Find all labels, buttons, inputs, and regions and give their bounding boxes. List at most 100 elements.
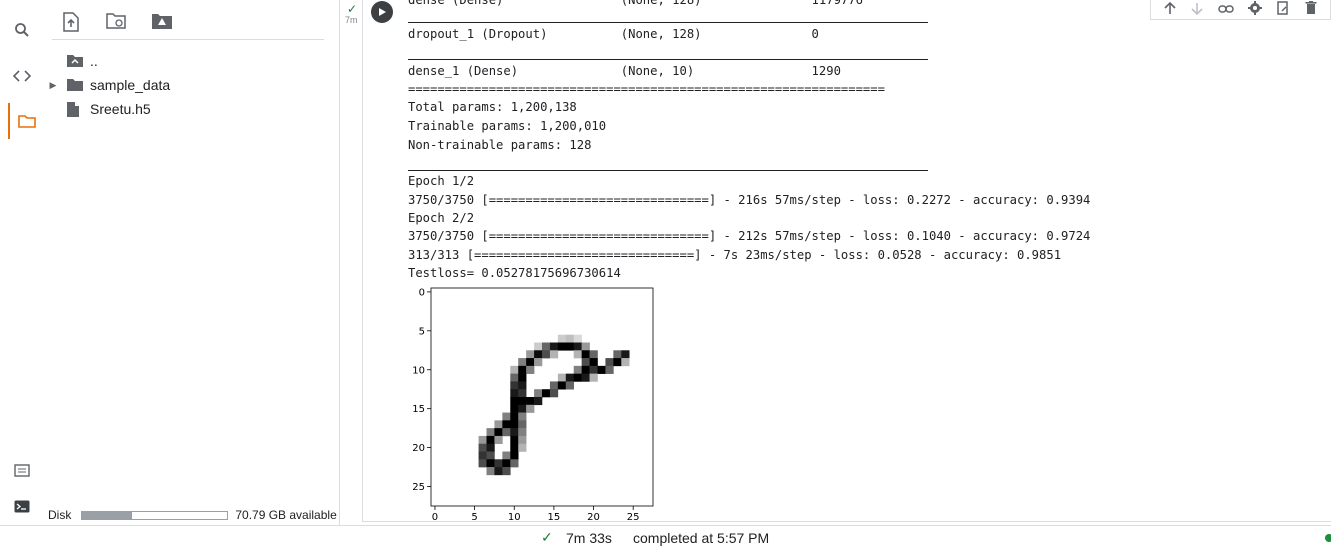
heatmap-cell <box>494 467 503 476</box>
output-line: Epoch 2/2 <box>408 211 475 225</box>
y-tick-label: 25 <box>412 482 425 493</box>
heatmap-cell <box>510 397 519 406</box>
heatmap-cell <box>486 435 495 445</box>
heatmap-cell <box>502 420 511 429</box>
heatmap-cell <box>502 451 511 460</box>
heatmap-cell <box>494 435 503 445</box>
heatmap-cell <box>542 389 551 398</box>
heatmap-cell <box>557 381 567 390</box>
y-tick-label: 15 <box>412 404 425 415</box>
check-icon: ✓ <box>541 529 553 545</box>
file-toolbar <box>52 8 324 40</box>
completion-message: completed at 5:57 PM <box>633 530 770 546</box>
heatmap-chart: 0 5 10 15 20 25 0 5 10 15 20 25 <box>412 287 654 523</box>
x-tick-label: 10 <box>508 512 521 523</box>
elapsed-time: 7m 33s <box>566 530 612 546</box>
mount-drive-icon[interactable] <box>151 12 173 34</box>
heatmap-cell <box>565 373 575 382</box>
heatmap-cell <box>581 350 590 359</box>
heatmap-cell <box>502 467 511 476</box>
output-line: dropout_1 (Dropout) (None, 128) 0 <box>408 27 819 41</box>
code-cell-output <box>362 0 1331 522</box>
heatmap-cell <box>589 358 598 367</box>
heatmap-cell <box>565 334 575 343</box>
heatmap-cell <box>589 350 598 359</box>
settings-icon[interactable] <box>1248 1 1263 18</box>
heatmap-cell <box>518 404 527 413</box>
heatmap-cell <box>510 420 519 429</box>
heatmap-cell <box>478 451 487 460</box>
output-line: Testloss= 0.05278175696730614 <box>408 266 621 280</box>
run-cell-button[interactable] <box>371 1 393 23</box>
mirror-cell-icon[interactable] <box>1277 0 1290 19</box>
delete-icon[interactable] <box>1305 1 1317 18</box>
x-tick-label: 15 <box>548 512 561 523</box>
search-icon[interactable] <box>0 12 44 48</box>
heatmap-cell <box>613 350 622 359</box>
heatmap-cell <box>557 342 567 351</box>
heatmap-cell <box>510 365 519 374</box>
move-up-icon[interactable] <box>1164 1 1176 18</box>
heatmap-cell <box>605 365 614 374</box>
heatmap-cell <box>534 350 543 359</box>
disk-usage-fill <box>82 511 132 519</box>
y-tick-label: 10 <box>412 365 425 376</box>
heatmap-cell <box>581 365 590 374</box>
folder-up-icon <box>66 54 90 68</box>
heatmap-cell <box>518 389 527 398</box>
disk-usage-bar <box>81 510 229 520</box>
output-line: dense_1 (Dense) (None, 10) 1290 <box>408 64 841 78</box>
heatmap-cell <box>510 435 519 445</box>
tree-item-parent[interactable]: .. <box>48 50 98 72</box>
command-palette-icon[interactable] <box>0 452 44 488</box>
tree-item-sreetu-h5[interactable]: Sreetu.h5 <box>48 98 151 120</box>
heatmap-cell <box>549 342 559 351</box>
heatmap-cell <box>510 412 519 421</box>
code-icon[interactable] <box>0 58 44 94</box>
chevron-right-icon[interactable]: ▶ <box>49 79 57 90</box>
heatmap-cell <box>486 428 495 437</box>
heatmap-cell <box>502 459 511 468</box>
terminal-icon[interactable] <box>0 488 44 524</box>
refresh-icon[interactable] <box>106 12 128 34</box>
heatmap-cell <box>565 342 575 351</box>
left-rail <box>0 0 44 525</box>
output-rule <box>408 170 928 171</box>
output-line: 3750/3750 [=============================… <box>408 193 1091 207</box>
tree-item-label: Sreetu.h5 <box>90 101 151 117</box>
heatmap-cell <box>486 459 495 468</box>
output-rule <box>408 22 928 23</box>
heatmap-cell <box>589 373 598 382</box>
connection-status-icon[interactable] <box>1325 534 1331 542</box>
output-line: ========================================… <box>408 82 885 96</box>
heatmap-cell <box>518 358 527 367</box>
output-line: dense (Dense) (None, 128) 1179776 <box>408 0 863 7</box>
disk-usage: Disk 70.79 GB available <box>48 507 338 523</box>
heatmap-cell <box>526 397 535 406</box>
heatmap-cell <box>478 459 487 468</box>
x-tick-label: 0 <box>432 512 438 523</box>
tree-item-label: sample_data <box>90 77 171 93</box>
file-icon <box>66 101 90 118</box>
tree-item-sample-data[interactable]: ▶ sample_data <box>44 74 171 96</box>
x-tick-label: 25 <box>627 512 640 523</box>
cell-toolbar <box>1150 0 1331 20</box>
check-icon: ✓ <box>347 2 358 16</box>
move-down-icon[interactable] <box>1191 2 1203 18</box>
heatmap-cell <box>518 373 527 382</box>
y-tick-label: 0 <box>419 287 425 298</box>
link-icon[interactable] <box>1217 2 1234 17</box>
output-line: Non-trainable params: 128 <box>408 138 592 152</box>
heatmap-cell <box>573 342 582 351</box>
heatmap-cell <box>573 365 582 374</box>
heatmap-cell <box>565 381 575 390</box>
folder-icon[interactable] <box>8 103 44 139</box>
upload-icon[interactable] <box>62 12 84 34</box>
heatmap-cell <box>573 350 582 359</box>
output-line: Trainable params: 1,200,010 <box>408 119 607 133</box>
heatmap-cell <box>597 365 606 374</box>
heatmap-cell <box>518 443 527 452</box>
heatmap-cell <box>518 435 527 445</box>
heatmap-cell <box>518 365 527 374</box>
heatmap-cell <box>542 342 551 351</box>
